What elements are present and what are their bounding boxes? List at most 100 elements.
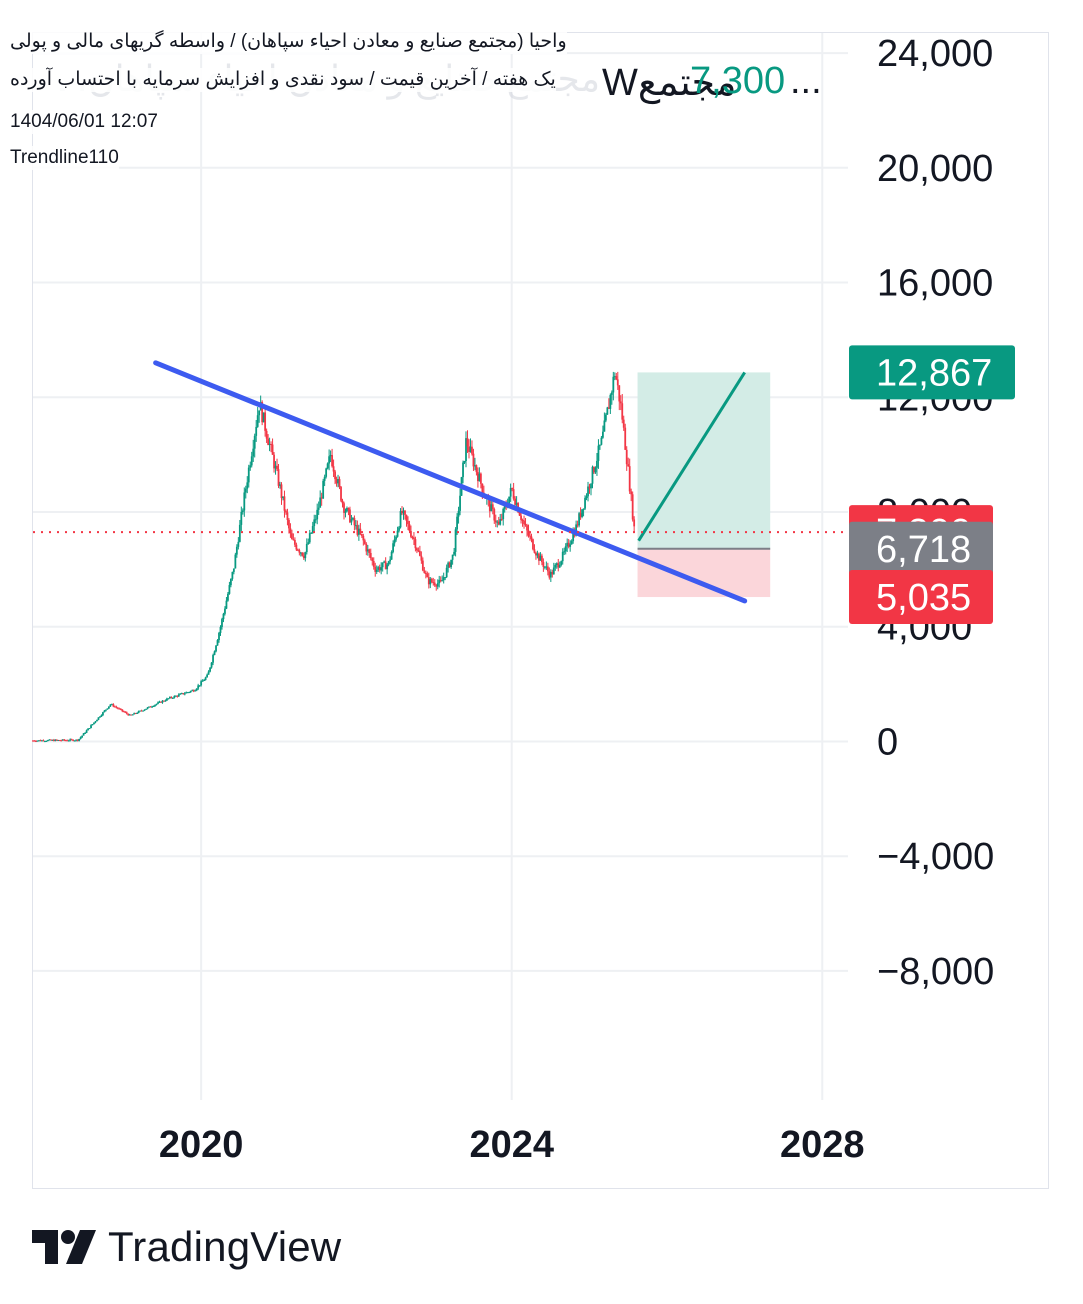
candle-body [387, 561, 390, 565]
candle-body [350, 519, 353, 523]
candle-body [161, 700, 164, 703]
candle-body [216, 640, 219, 646]
ticker-symbol: Wمجتمع [602, 62, 737, 104]
candle-body [148, 706, 150, 708]
candle-body [261, 402, 264, 423]
candle-body [378, 567, 381, 571]
candle-body [390, 551, 393, 560]
y-tick-label: 20,000 [877, 148, 993, 190]
candle-body [354, 525, 357, 527]
candle-body [146, 707, 149, 709]
candle-body [520, 515, 522, 520]
candle-body [454, 529, 457, 552]
tradingview-logo[interactable]: TradingView [32, 1222, 341, 1272]
candle-body [188, 692, 191, 694]
candle-body [54, 739, 57, 742]
candle-body [78, 738, 81, 741]
candle-body [82, 733, 85, 736]
candle-body [274, 465, 277, 469]
target-path-line [637, 371, 746, 542]
candle-body [447, 562, 450, 568]
candle-body [109, 704, 112, 707]
candle-body [38, 740, 40, 742]
candle-body [57, 740, 60, 742]
candle-body [633, 519, 636, 527]
candle-body [536, 553, 539, 556]
candle-body [401, 511, 403, 514]
candle-body [125, 712, 128, 714]
candle-body [107, 706, 110, 709]
stop-zone [637, 548, 771, 598]
candle-body [578, 513, 580, 526]
candle-body [276, 465, 278, 470]
candle-body [134, 713, 137, 715]
candle-body [299, 552, 302, 554]
candle-body [371, 558, 374, 561]
candle-body [441, 580, 444, 582]
candle-body [554, 565, 557, 568]
candle-body [179, 693, 182, 695]
candle-body [130, 714, 133, 716]
candle-body [521, 519, 524, 521]
candle-body [45, 740, 48, 742]
candle-body [325, 468, 328, 477]
candle-body [237, 541, 240, 547]
candle-body [316, 509, 319, 520]
candle-body [545, 566, 548, 568]
candle-body [112, 704, 115, 707]
candle-body [551, 571, 554, 575]
candle-body [113, 706, 116, 708]
candle-body [502, 508, 505, 520]
candle-body [478, 473, 481, 482]
candle-body [75, 739, 78, 741]
publish-timestamp: 1404/06/01 12:07 [10, 110, 158, 134]
candle-body [133, 713, 136, 715]
candle-body [213, 651, 216, 656]
candle-body [328, 456, 331, 464]
candle-body [250, 456, 253, 466]
candle-body [353, 518, 356, 526]
candle-body [360, 534, 363, 536]
candle-body [61, 739, 64, 741]
ticker-last-price: 7,300 [690, 60, 786, 102]
candle-body [610, 392, 613, 395]
candle-body [49, 739, 52, 741]
candle-body [413, 537, 415, 540]
candle-body [137, 711, 140, 713]
candle-body [442, 577, 445, 581]
candle-body [52, 739, 55, 742]
candle-body [615, 376, 618, 380]
candle-body [32, 740, 34, 742]
candle-body [418, 551, 421, 556]
candle-body [459, 495, 461, 511]
candle-body [340, 486, 342, 501]
price-badge [849, 521, 993, 576]
candle-body [36, 740, 39, 742]
candle-body [255, 426, 258, 436]
candle-body [526, 525, 528, 531]
candle-body [474, 465, 476, 467]
candle-body [168, 697, 171, 699]
candle-body [262, 412, 265, 423]
candle-body [462, 462, 464, 478]
candle-body [416, 548, 418, 551]
candle-body [35, 741, 37, 743]
candle-body [174, 695, 177, 697]
candle-body [296, 549, 299, 551]
candle-body [48, 739, 51, 741]
candle-body [338, 479, 341, 487]
candle-body [546, 566, 549, 572]
candle-body [372, 560, 375, 567]
candle-body [192, 690, 195, 692]
candle-body [155, 703, 158, 705]
candle-body [621, 403, 624, 420]
candle-body [381, 562, 384, 568]
candle-body [298, 550, 301, 553]
chart-settings-description: یک هفته / آخرین قیمت / سود نقدی و افزایش… [10, 68, 556, 92]
candle-body [564, 546, 567, 552]
candle-body [584, 497, 586, 509]
candle-body [64, 740, 67, 742]
candle-body [163, 700, 165, 702]
x-tick-label: 2024 [469, 1124, 554, 1166]
